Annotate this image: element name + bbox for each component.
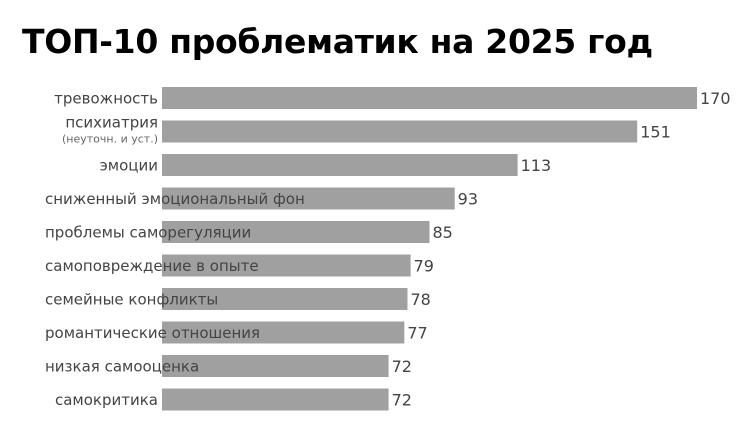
category-label: самоповреждение в опыте	[45, 257, 259, 275]
category-label: психиатрия	[65, 114, 158, 132]
category-note: (неуточн. и уст.)	[62, 133, 158, 146]
category-label: романтические отношения	[45, 324, 260, 342]
value-label: 78	[410, 290, 430, 309]
value-label: 93	[458, 190, 478, 209]
bar-1	[162, 87, 697, 109]
category-label: самокритика	[55, 391, 158, 409]
bar-2	[162, 120, 638, 143]
bar-4	[162, 187, 455, 210]
category-label: семейные конфликты	[45, 291, 218, 309]
value-label: 72	[392, 391, 412, 410]
category-label: тревожность	[54, 90, 158, 108]
value-label: 72	[392, 357, 412, 376]
bar-10	[162, 388, 389, 411]
value-label: 151	[640, 123, 671, 142]
bar-8	[162, 321, 405, 344]
bar-3	[162, 154, 518, 176]
category-label: эмоции	[100, 157, 158, 175]
value-label: 85	[433, 223, 453, 242]
category-label: низкая самооценка	[45, 358, 199, 376]
bar-9	[162, 355, 389, 377]
value-label: 170	[700, 89, 731, 108]
bar-5	[162, 221, 430, 243]
value-label: 77	[407, 324, 427, 343]
category-label: сниженный эмоциональный фон	[45, 190, 305, 208]
value-label: 113	[521, 156, 552, 175]
bar-7	[162, 288, 408, 310]
chart-title: ТОП-10 проблематик на 2025 год	[22, 22, 653, 61]
category-label: проблемы саморегуляции	[45, 224, 251, 242]
bar-6	[162, 254, 411, 277]
value-label: 79	[414, 257, 434, 276]
